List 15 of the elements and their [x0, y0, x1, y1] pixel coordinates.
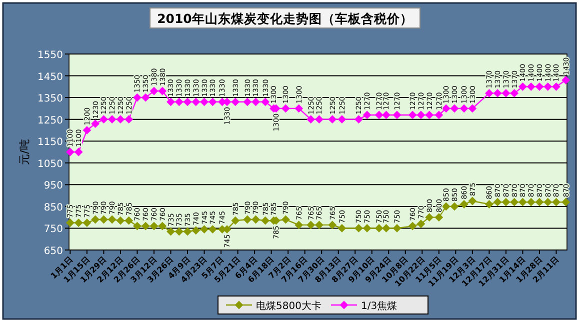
title: 2010年山东煤炭变化走势图（车板含税价）	[150, 8, 420, 28]
y-tick-label: 850	[44, 202, 63, 214]
y-tick-label: 1250	[38, 115, 63, 126]
y-tick-label: 1150	[38, 137, 63, 148]
chart-title: 2010年山东煤炭变化走势图（车板含税价）	[157, 11, 413, 26]
y-tick-label: 1350	[38, 94, 63, 105]
y-tick-label: 650	[44, 246, 63, 257]
y-tick-label: 1050	[38, 158, 63, 170]
legend-label: 电煤5800大卡	[256, 300, 322, 312]
y-tick-label: 1450	[38, 72, 63, 83]
legend-label: 1/3焦煤	[361, 300, 398, 312]
y-tick-label: 950	[44, 180, 63, 192]
y-tick-label: 750	[44, 224, 63, 236]
y-tick-label: 1550	[38, 50, 63, 61]
y-axis-title: 元/吨	[18, 139, 31, 165]
